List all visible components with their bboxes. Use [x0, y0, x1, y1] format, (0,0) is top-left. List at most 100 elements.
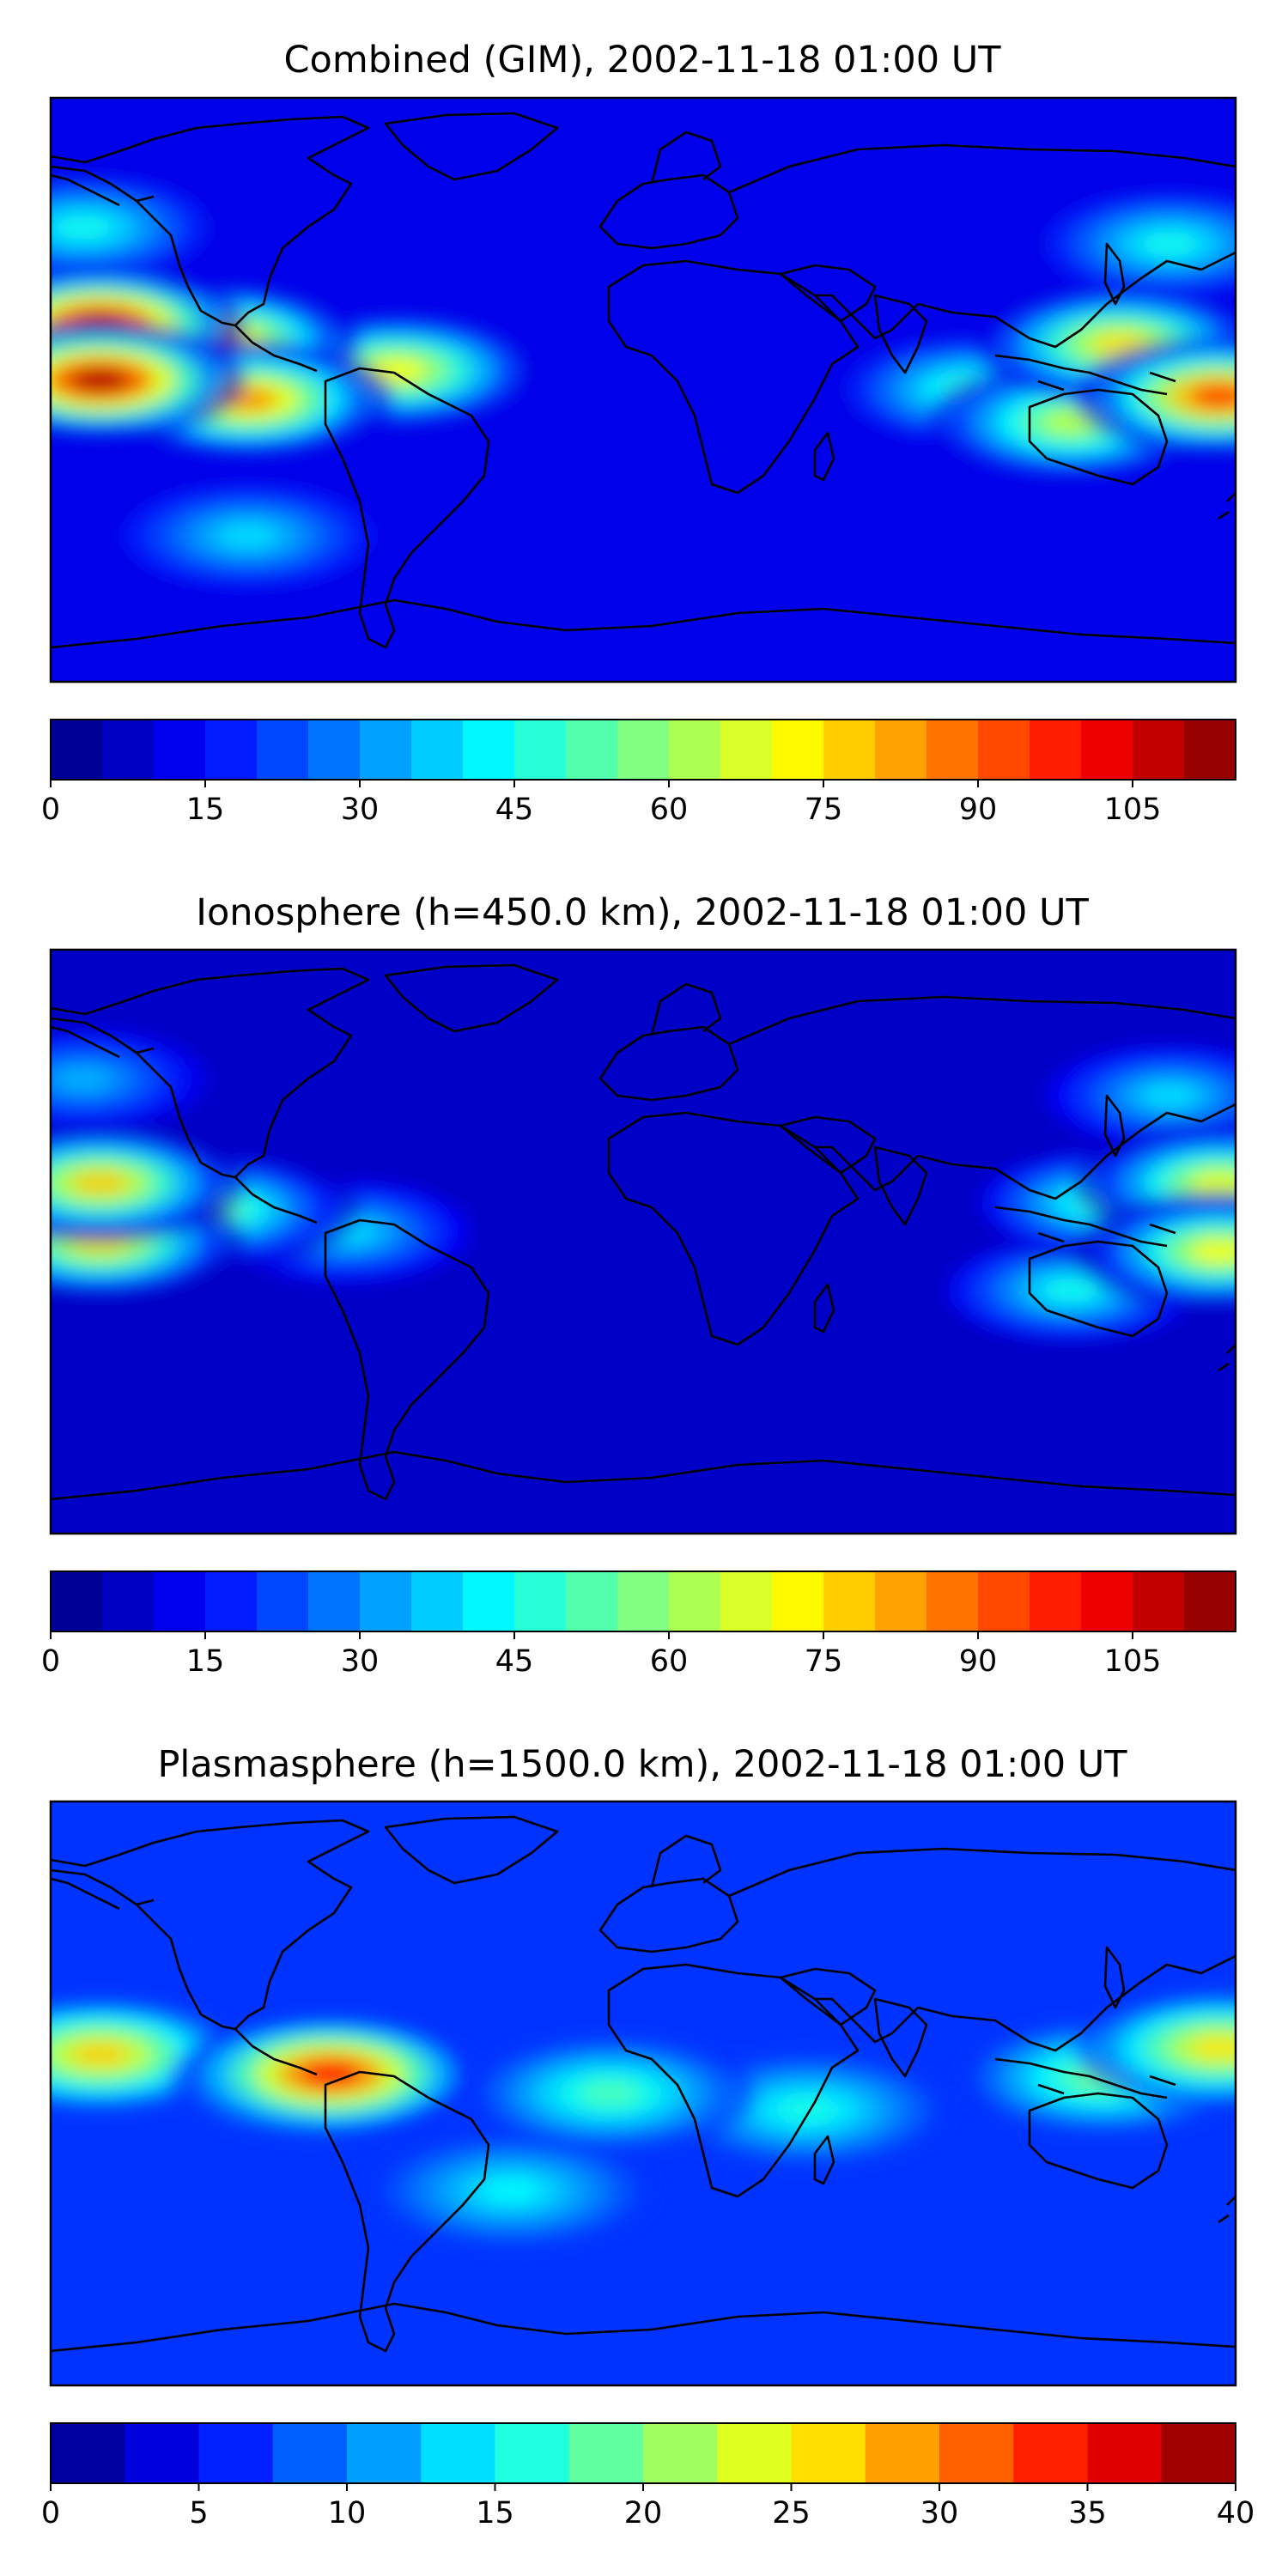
panel-plasmasphere: Plasmasphere (h=1500.0 km), 2002-11-18 0…: [41, 1743, 1255, 2530]
colorbar-swatch: [125, 2423, 200, 2483]
panel-ionosphere: Ionosphere (h=450.0 km), 2002-11-18 01:0…: [41, 891, 1237, 1679]
colorbar-swatch: [875, 720, 927, 780]
intensity-hotspot: [1042, 1278, 1101, 1303]
colorbar-swatch: [568, 2423, 644, 2483]
colorbar-frame: [50, 1571, 1236, 1632]
colorbar-swatch: [617, 1571, 670, 1631]
intensity-hotspot: [301, 2062, 360, 2087]
map-frame-ionosphere: [49, 948, 1237, 1535]
intensity-hotspot: [70, 1171, 130, 1195]
colorbar-swatch: [772, 720, 824, 780]
intensity-field-ionosphere: [51, 1019, 1236, 1351]
colorbar-tick-label: 90: [959, 793, 998, 827]
colorbar-tick-label: 30: [341, 793, 380, 827]
intensity-hotspot: [482, 2178, 541, 2203]
colorbar-swatch: [411, 1571, 464, 1631]
intensity-field-combined: [51, 167, 1236, 596]
colorbar-swatch: [720, 1571, 773, 1631]
intensity-hotspot: [70, 2042, 130, 2067]
colorbar-swatch: [1030, 1571, 1082, 1631]
colorbar-swatch: [1081, 720, 1133, 780]
colorbar-tick-label: 5: [189, 2496, 208, 2530]
colorbar-tick-label: 40: [1217, 2496, 1255, 2530]
colorbar-tick-label: 75: [805, 1644, 843, 1679]
colorbar-swatch: [347, 2423, 422, 2483]
colorbar-swatch: [791, 2423, 866, 2483]
colorbar-swatch: [411, 720, 464, 780]
colorbar-tick-label: 15: [476, 2496, 514, 2530]
colorbar-swatch: [939, 2423, 1014, 2483]
colorbar-swatch: [257, 720, 309, 780]
colorbar-swatch: [669, 1571, 721, 1631]
colorbar-swatch: [823, 1571, 876, 1631]
colorbar-tick-label: 10: [328, 2496, 367, 2530]
colorbar-swatch: [617, 720, 670, 780]
colorbar-swatch: [154, 720, 206, 780]
colorbar-tick-label: 15: [186, 1644, 225, 1679]
intensity-hotspot: [1140, 1084, 1200, 1108]
colorbar-tick-label: 45: [495, 1644, 534, 1679]
colorbar-combined: 0 15 30 45 60 75 90 105: [41, 719, 1236, 827]
panel-combined: Combined (GIM), 2002-11-18 01:00 UT 0 15 3…: [41, 39, 1237, 827]
map-frame-plasmasphere: [49, 1800, 1237, 2387]
colorbar-swatch: [927, 720, 979, 780]
colorbar-swatch: [1081, 1571, 1133, 1631]
colorbar-swatch: [198, 2423, 274, 2483]
colorbar-swatch: [463, 1571, 515, 1631]
colorbar-tick-label: 20: [624, 2496, 663, 2530]
colorbar-tick-label: 15: [186, 793, 225, 827]
colorbar-swatch: [51, 720, 103, 780]
colorbar-frame: [50, 719, 1236, 781]
colorbar-swatch: [1133, 1571, 1185, 1631]
intensity-hotspot: [70, 368, 130, 392]
colorbar-swatch: [978, 720, 1030, 780]
colorbar-swatch: [360, 1571, 412, 1631]
colorbar-swatch: [257, 1571, 309, 1631]
colorbar-swatch: [1184, 1571, 1236, 1631]
colorbar-swatch: [772, 1571, 824, 1631]
colorbar-swatch: [360, 720, 412, 780]
map-frame-combined: [49, 96, 1237, 683]
intensity-hotspot: [54, 216, 113, 240]
colorbar-swatch: [51, 1571, 103, 1631]
colorbar-swatch: [205, 1571, 258, 1631]
map-plasmasphere: [49, 1800, 1237, 2387]
colorbar-swatch: [308, 720, 361, 780]
colorbar-swatch: [865, 2423, 940, 2483]
colorbar-swatch: [1087, 2423, 1163, 2483]
intensity-hotspot: [1189, 1171, 1236, 1195]
colorbar-swatch: [1133, 720, 1185, 780]
colorbar-swatch: [1030, 720, 1082, 780]
colorbar-swatch: [978, 1571, 1030, 1631]
colorbar-tick-label: 30: [341, 1644, 380, 1679]
colorbar-swatch: [272, 2423, 348, 2483]
intensity-field-plasmasphere: [51, 1988, 1236, 2251]
colorbar-swatch: [421, 2423, 496, 2483]
colorbar-tick-label: 60: [650, 1644, 689, 1679]
chart-title-combined: Combined (GIM), 2002-11-18 01:00 UT: [283, 39, 1001, 82]
colorbar-plasmasphere: 0 5 10 15 20 25 30 35 40: [41, 2422, 1255, 2530]
intensity-hotspot: [54, 1067, 113, 1092]
colorbar-swatch: [1184, 720, 1236, 780]
colorbar-swatch: [643, 2423, 718, 2483]
intensity-hotspot: [778, 2097, 837, 2122]
colorbar-swatch: [102, 1571, 155, 1631]
colorbar-tick-label: 0: [41, 1644, 60, 1679]
chart-title-ionosphere: Ionosphere (h=450.0 km), 2002-11-18 01:0…: [196, 891, 1089, 934]
colorbar-swatch: [205, 720, 258, 780]
colorbar-swatch: [308, 1571, 361, 1631]
colorbar-swatch: [823, 720, 876, 780]
colorbar-swatch: [51, 2423, 125, 2483]
map-ionosphere: [49, 948, 1237, 1535]
colorbar-swatch: [154, 1571, 206, 1631]
colorbar-swatch: [717, 2423, 793, 2483]
colorbar-swatch: [875, 1571, 927, 1631]
colorbar-tick-label: 0: [41, 793, 60, 827]
colorbar-swatch: [514, 1571, 567, 1631]
colorbar-tick-label: 105: [1104, 1644, 1162, 1679]
map-combined: [49, 96, 1237, 683]
intensity-hotspot: [1189, 2036, 1236, 2061]
colorbar-tick-label: 30: [920, 2496, 959, 2530]
colorbar-swatch: [566, 1571, 618, 1631]
